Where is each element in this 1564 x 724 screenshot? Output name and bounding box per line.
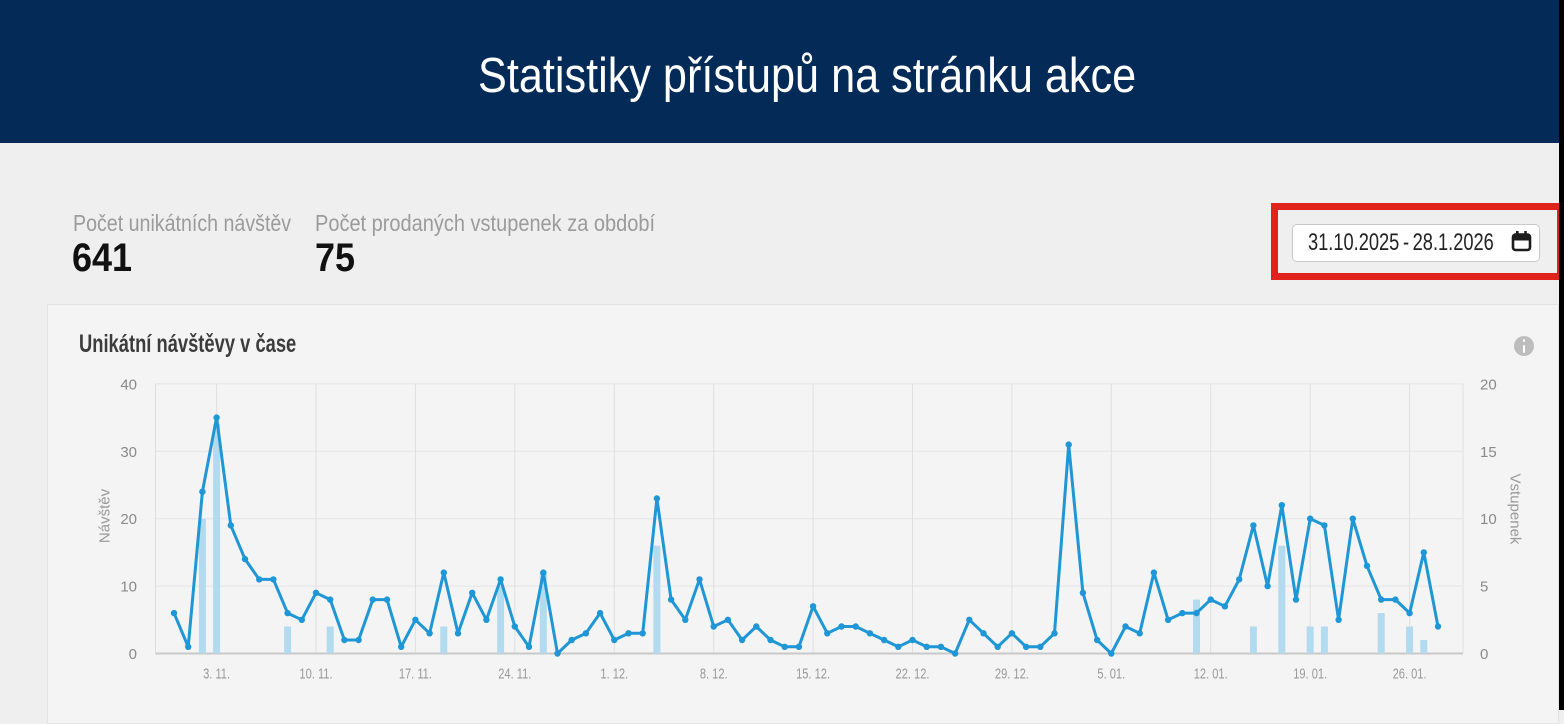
svg-text:15: 15 [1480, 444, 1497, 461]
svg-text:5. 01.: 5. 01. [1097, 665, 1125, 682]
svg-text:19. 01.: 19. 01. [1293, 665, 1327, 682]
svg-text:5: 5 [1480, 579, 1488, 596]
svg-text:3. 11.: 3. 11. [203, 665, 230, 682]
svg-text:20: 20 [120, 511, 137, 528]
svg-text:0: 0 [129, 646, 137, 663]
svg-text:12. 01.: 12. 01. [1194, 665, 1228, 682]
svg-text:Vstupenek: Vstupenek [1507, 474, 1524, 545]
svg-text:17. 11.: 17. 11. [399, 665, 432, 682]
svg-text:26. 01.: 26. 01. [1393, 665, 1427, 682]
svg-text:10: 10 [1480, 511, 1497, 528]
svg-text:Návštěv: Návštěv [97, 488, 114, 543]
svg-text:22. 12.: 22. 12. [896, 665, 930, 682]
svg-text:30: 30 [120, 444, 137, 461]
svg-text:24. 11.: 24. 11. [498, 665, 531, 682]
svg-text:10: 10 [120, 579, 137, 596]
svg-text:15. 12.: 15. 12. [796, 665, 830, 682]
svg-text:29. 12.: 29. 12. [995, 665, 1029, 682]
svg-text:20: 20 [1480, 376, 1497, 393]
svg-text:10. 11.: 10. 11. [299, 665, 332, 682]
svg-text:8. 12.: 8. 12. [700, 665, 728, 682]
svg-text:0: 0 [1480, 646, 1488, 663]
svg-text:40: 40 [120, 376, 137, 393]
svg-text:1. 12.: 1. 12. [600, 665, 628, 682]
